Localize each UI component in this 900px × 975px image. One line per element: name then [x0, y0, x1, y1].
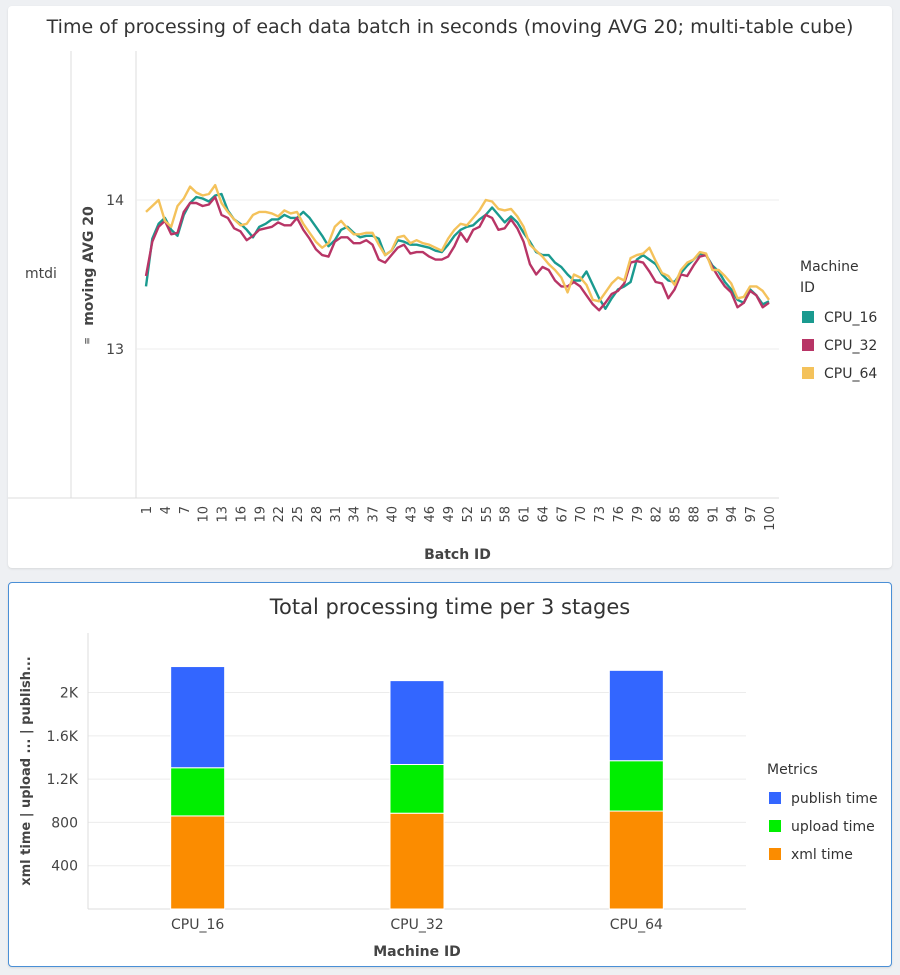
x-tick-label: 16	[234, 506, 249, 523]
bar-segment	[608, 760, 664, 812]
axis-menu-icon: ≡	[83, 337, 93, 345]
x-tick-label: 43	[404, 506, 419, 523]
legend-swatch	[769, 820, 781, 832]
x-tick-label: 40	[385, 506, 400, 523]
x-tick-label: 34	[348, 506, 363, 523]
bar-segment	[608, 669, 664, 762]
y-tick-label: 1.2K	[47, 772, 79, 788]
bar-segment	[389, 764, 445, 814]
legend-swatch	[769, 848, 781, 860]
x-tick-label: 19	[253, 506, 268, 523]
legend-label: CPU_64	[824, 366, 877, 382]
series-line-cpu-64	[145, 183, 770, 303]
y-axis-title: moving AVG 20	[81, 206, 97, 326]
x-tick-label: 82	[650, 506, 665, 523]
series-line-cpu-16	[144, 192, 770, 310]
y-tick-label: 800	[51, 815, 78, 831]
legend-swatch	[769, 792, 781, 804]
x-tick-label: 55	[480, 506, 495, 523]
x-tick-label: 61	[518, 506, 533, 523]
legend-label: CPU_32	[824, 338, 877, 354]
legend-swatch	[802, 339, 814, 351]
x-tick-label: 1	[140, 506, 155, 514]
x-tick-label: 100	[763, 506, 778, 531]
x-tick-label: 52	[461, 506, 476, 523]
y-tick-label: 2K	[60, 686, 79, 702]
x-tick-label: 22	[272, 506, 287, 523]
x-tick-label: 10	[197, 506, 212, 523]
x-tick-label: 37	[367, 506, 382, 523]
x-tick-label: 76	[612, 506, 627, 523]
legend-title-line2: ID	[800, 280, 815, 296]
bar-chart: 400 800 1.2K 1.6K 2K CPU_16 CPU_32 CPU_64 Machin…	[19, 633, 878, 960]
bar-chart-panel: Total processing time per 3 stages 400 80…	[8, 582, 892, 967]
bar-segment	[170, 815, 226, 910]
x-tick-label: CPU_32	[390, 917, 443, 933]
row-label: mtdi	[25, 266, 57, 282]
bar-segment	[170, 666, 226, 769]
series-line-cpu-32	[144, 195, 770, 312]
x-tick-label: 28	[310, 506, 325, 523]
legend-label: xml time	[791, 847, 853, 863]
x-tick-label: 88	[687, 506, 702, 523]
legend-label: publish time	[791, 791, 878, 807]
bar-segment	[389, 812, 445, 910]
x-axis-title: Batch ID	[424, 547, 491, 563]
bar-segment	[608, 810, 664, 910]
x-tick-label: 85	[669, 506, 684, 523]
y-tick-label: 400	[51, 859, 78, 875]
y-axis-title: xml time | upload ... | publish...	[19, 656, 34, 886]
bar-segment	[389, 680, 445, 766]
x-tick-label: 64	[536, 506, 551, 523]
y-tick-label: 14	[106, 193, 124, 209]
x-tick-label: 4	[159, 506, 174, 514]
x-tick-label: 31	[329, 506, 344, 523]
x-tick-label: 79	[631, 506, 646, 523]
x-tick-label: CPU_16	[171, 917, 224, 933]
legend-title: Metrics	[767, 762, 818, 778]
x-tick-label: 58	[499, 506, 514, 523]
x-tick-label: 73	[593, 506, 608, 523]
x-tick-label: 94	[725, 506, 740, 523]
x-tick-label: 13	[216, 506, 231, 523]
legend-title: Machine	[800, 259, 859, 275]
legend-label: CPU_16	[824, 310, 877, 326]
line-chart-panel: Time of processing of each data batch in…	[8, 6, 892, 568]
x-tick-label: 70	[574, 506, 589, 523]
bar-chart-title: Total processing time per 3 stages	[269, 595, 631, 619]
legend-swatch	[802, 311, 814, 323]
x-tick-label: 7	[178, 506, 193, 514]
x-axis-title: Machine ID	[373, 944, 461, 960]
x-tick-label: 46	[423, 506, 438, 523]
line-chart-title: Time of processing of each data batch in…	[46, 16, 854, 38]
y-tick-label: 1.6K	[47, 729, 79, 745]
x-tick-label: 67	[555, 506, 570, 523]
x-tick-label: 25	[291, 506, 306, 523]
legend-label: upload time	[791, 819, 875, 835]
x-tick-label: 49	[442, 506, 457, 523]
x-tick-label: CPU_64	[610, 917, 663, 933]
x-tick-label: 91	[706, 506, 721, 523]
y-tick-label: 13	[106, 342, 124, 358]
legend-swatch	[802, 367, 814, 379]
x-tick-label: 97	[744, 506, 759, 523]
bar-segment	[170, 767, 226, 817]
